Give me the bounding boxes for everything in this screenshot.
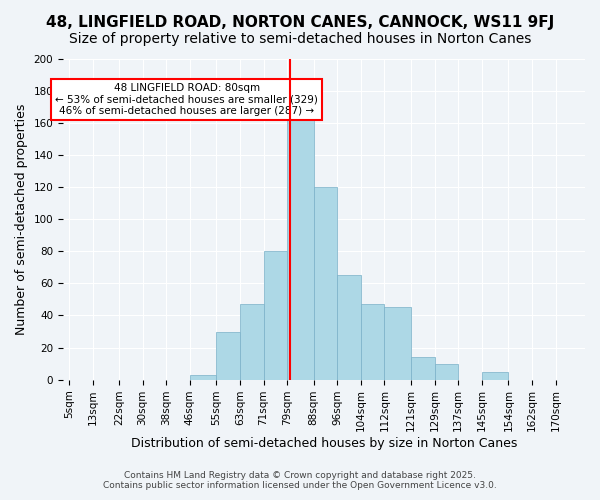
Bar bbox=[361, 304, 385, 380]
Bar bbox=[314, 187, 337, 380]
Text: 48, LINGFIELD ROAD, NORTON CANES, CANNOCK, WS11 9FJ: 48, LINGFIELD ROAD, NORTON CANES, CANNOC… bbox=[46, 15, 554, 30]
Text: 48 LINGFIELD ROAD: 80sqm
← 53% of semi-detached houses are smaller (329)
46% of : 48 LINGFIELD ROAD: 80sqm ← 53% of semi-d… bbox=[55, 83, 319, 116]
Bar bbox=[482, 372, 508, 380]
Text: Contains HM Land Registry data © Crown copyright and database right 2025.
Contai: Contains HM Land Registry data © Crown c… bbox=[103, 470, 497, 490]
Bar bbox=[287, 115, 314, 380]
Bar bbox=[263, 252, 287, 380]
Y-axis label: Number of semi-detached properties: Number of semi-detached properties bbox=[15, 104, 28, 335]
Bar bbox=[434, 364, 458, 380]
Bar bbox=[337, 276, 361, 380]
Bar bbox=[411, 357, 434, 380]
Text: Size of property relative to semi-detached houses in Norton Canes: Size of property relative to semi-detach… bbox=[69, 32, 531, 46]
Bar bbox=[240, 304, 263, 380]
Bar bbox=[385, 308, 411, 380]
Bar bbox=[217, 332, 240, 380]
Bar bbox=[190, 375, 217, 380]
X-axis label: Distribution of semi-detached houses by size in Norton Canes: Distribution of semi-detached houses by … bbox=[131, 437, 517, 450]
